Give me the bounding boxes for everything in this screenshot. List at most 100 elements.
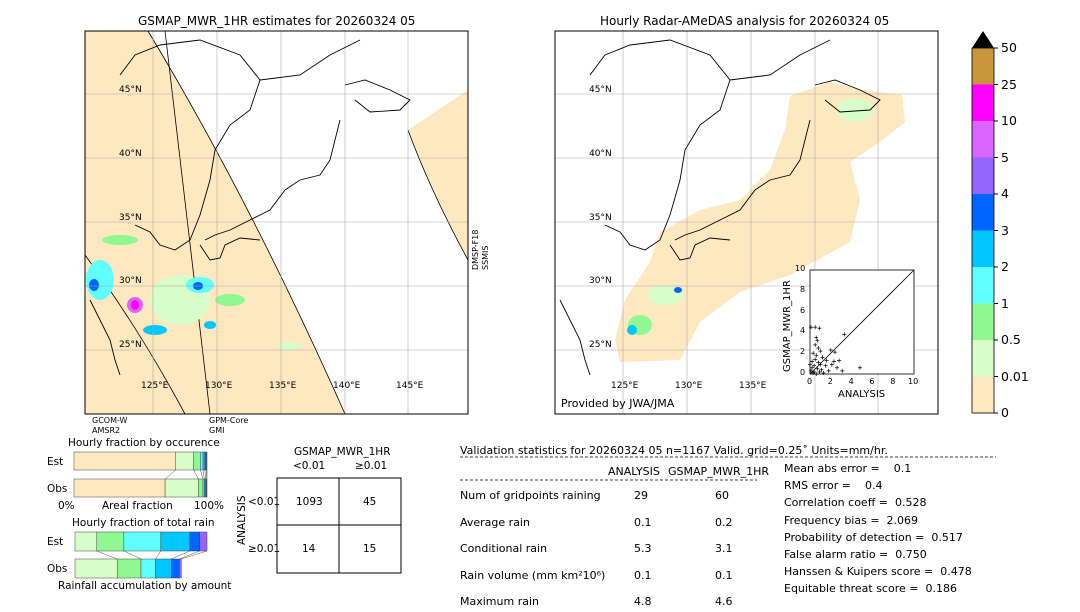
sensor-gmi-line2: GMI: [209, 426, 225, 435]
colorbar-segment: [972, 194, 994, 231]
bar-segment-obs: [116, 558, 142, 579]
stat-gsmap: 0.2: [715, 515, 733, 529]
bar-segment-est: [189, 531, 200, 552]
colorbar-label: 3: [1001, 222, 1009, 238]
col-analysis: ANALYSIS: [608, 465, 660, 478]
bar-segment-est: [175, 451, 194, 471]
bar-connector: [200, 469, 204, 480]
bar-connector: [204, 469, 206, 480]
bar-segment-obs: [164, 478, 199, 498]
right-map-title: Hourly Radar-AMeDAS analysis for 2026032…: [600, 14, 890, 28]
scatter-point: [840, 368, 845, 373]
scatter-ytick: 6: [800, 305, 806, 315]
left-lat-40: 40°N: [119, 149, 142, 159]
bar-segment-est: [96, 531, 125, 552]
totalrain-est-label: Est: [47, 536, 64, 548]
left-lat-35: 35°N: [119, 213, 142, 223]
scatter-point: [820, 355, 825, 360]
stat-gsmap: 60: [715, 489, 729, 502]
scatter-point: [837, 358, 842, 363]
scatter-ytick: 8: [800, 284, 806, 294]
occurrence-obs-label: Obs: [47, 483, 68, 495]
right-lon-125: 125°E: [611, 381, 639, 391]
left-lat-45: 45°N: [119, 85, 142, 95]
colorbar-label: 0.5: [1001, 332, 1021, 347]
scatter-point: [813, 357, 818, 362]
right-lon-130: 130°E: [675, 381, 703, 391]
score-line: Hanssen & Kuipers score = 0.478: [784, 565, 972, 579]
bar-segment-est: [206, 451, 208, 471]
scatter-point: [818, 362, 823, 367]
score-line: Probability of detection = 0.517: [784, 530, 963, 544]
bar-connector: [123, 550, 142, 560]
left-lon-130: 130°E: [205, 381, 233, 391]
scatter-point: [809, 368, 814, 373]
right-lat-40: 40°N: [589, 149, 612, 159]
bar-segment-obs: [74, 558, 118, 579]
bar-connector: [155, 550, 162, 560]
sensor-amsr2-line1: GCOM-W: [92, 416, 128, 425]
bar-segment-obs: [140, 558, 156, 579]
totalrain-title: Hourly fraction of total rain: [72, 517, 215, 529]
right-lat-35: 35°N: [589, 213, 612, 223]
scatter-point: [817, 326, 822, 331]
colorbar-extend-triangle: [972, 31, 994, 48]
contingency-table-grid: [276, 477, 402, 574]
scatter-point: [812, 363, 817, 368]
sensor-ssmis-line2: SSMIS: [481, 245, 490, 271]
sensor-amsr2-label: GCOM-W AMSR2: [92, 416, 127, 436]
bar-connector: [193, 469, 199, 480]
fraction-bars: [73, 451, 208, 579]
colorbar-label: 10: [1001, 113, 1017, 128]
left-swath-amsr2: [85, 31, 345, 414]
scatter-xlabel: ANALYSIS: [838, 389, 886, 400]
scatter-point: [813, 325, 818, 330]
bar-segment-est: [200, 451, 204, 471]
score-line: Equitable threat score = 0.186: [784, 582, 957, 596]
contingency-row-lt: <0.01: [248, 496, 281, 508]
scatter-point: [826, 368, 831, 373]
stat-analysis: 0.1: [634, 568, 652, 582]
contingency-row-ge: ≥0.01: [248, 543, 281, 555]
bar-segment-obs: [155, 558, 172, 579]
colorbar-label: 1: [1001, 295, 1009, 311]
left-lat-25: 25°N: [119, 340, 142, 350]
scatter-point: [842, 332, 847, 337]
bar-segment-est: [74, 531, 98, 552]
left-lat-30: 30°N: [119, 276, 142, 286]
stat-analysis: 5.3: [634, 542, 652, 555]
left-map: [84, 30, 469, 415]
colorbar-segment: [972, 267, 994, 304]
scatter-point: [809, 325, 814, 330]
validation-header: Validation statistics for 20260324 05 n=…: [460, 444, 888, 457]
bar-connector: [202, 469, 205, 480]
scatter-point: [813, 342, 818, 347]
scatter-xtick: 4: [848, 377, 854, 386]
totalrain-obs-label: Obs: [47, 563, 68, 575]
left-grid: [85, 31, 468, 414]
right-lat-45: 45°N: [589, 85, 612, 95]
scatter-point: [814, 335, 819, 340]
colorbar-label: 25: [1001, 76, 1017, 92]
sensor-gmi-label: GPM-Core GMI: [209, 416, 248, 436]
scatter-point: [835, 365, 840, 370]
score-line: False alarm ratio = 0.750: [784, 548, 927, 561]
occurrence-est-label: Est: [47, 456, 64, 468]
scatter-xtick: 6: [869, 377, 875, 386]
scatter-xtick: 2: [827, 377, 833, 386]
bar-segment-est: [199, 531, 208, 552]
colorbar-segment: [972, 340, 994, 377]
stat-label: Rain volume (mm km²10⁶): [460, 568, 606, 582]
sensor-ssmis-line1: DMSP-F18: [471, 229, 480, 270]
right-lat-30: 30°N: [589, 276, 612, 286]
stat-label: Conditional rain: [460, 542, 548, 555]
scatter-point: [815, 366, 820, 371]
scatter-ytick: 0: [800, 368, 806, 377]
bar-connector: [171, 550, 190, 560]
bar-segment-est: [202, 451, 206, 471]
contingency-row-title: ANALYSIS: [236, 495, 248, 545]
occurrence-x-left: 0%: [58, 500, 75, 512]
occurrence-title: Hourly fraction by occurence: [68, 437, 220, 449]
stat-label: Maximum rain: [460, 595, 539, 608]
